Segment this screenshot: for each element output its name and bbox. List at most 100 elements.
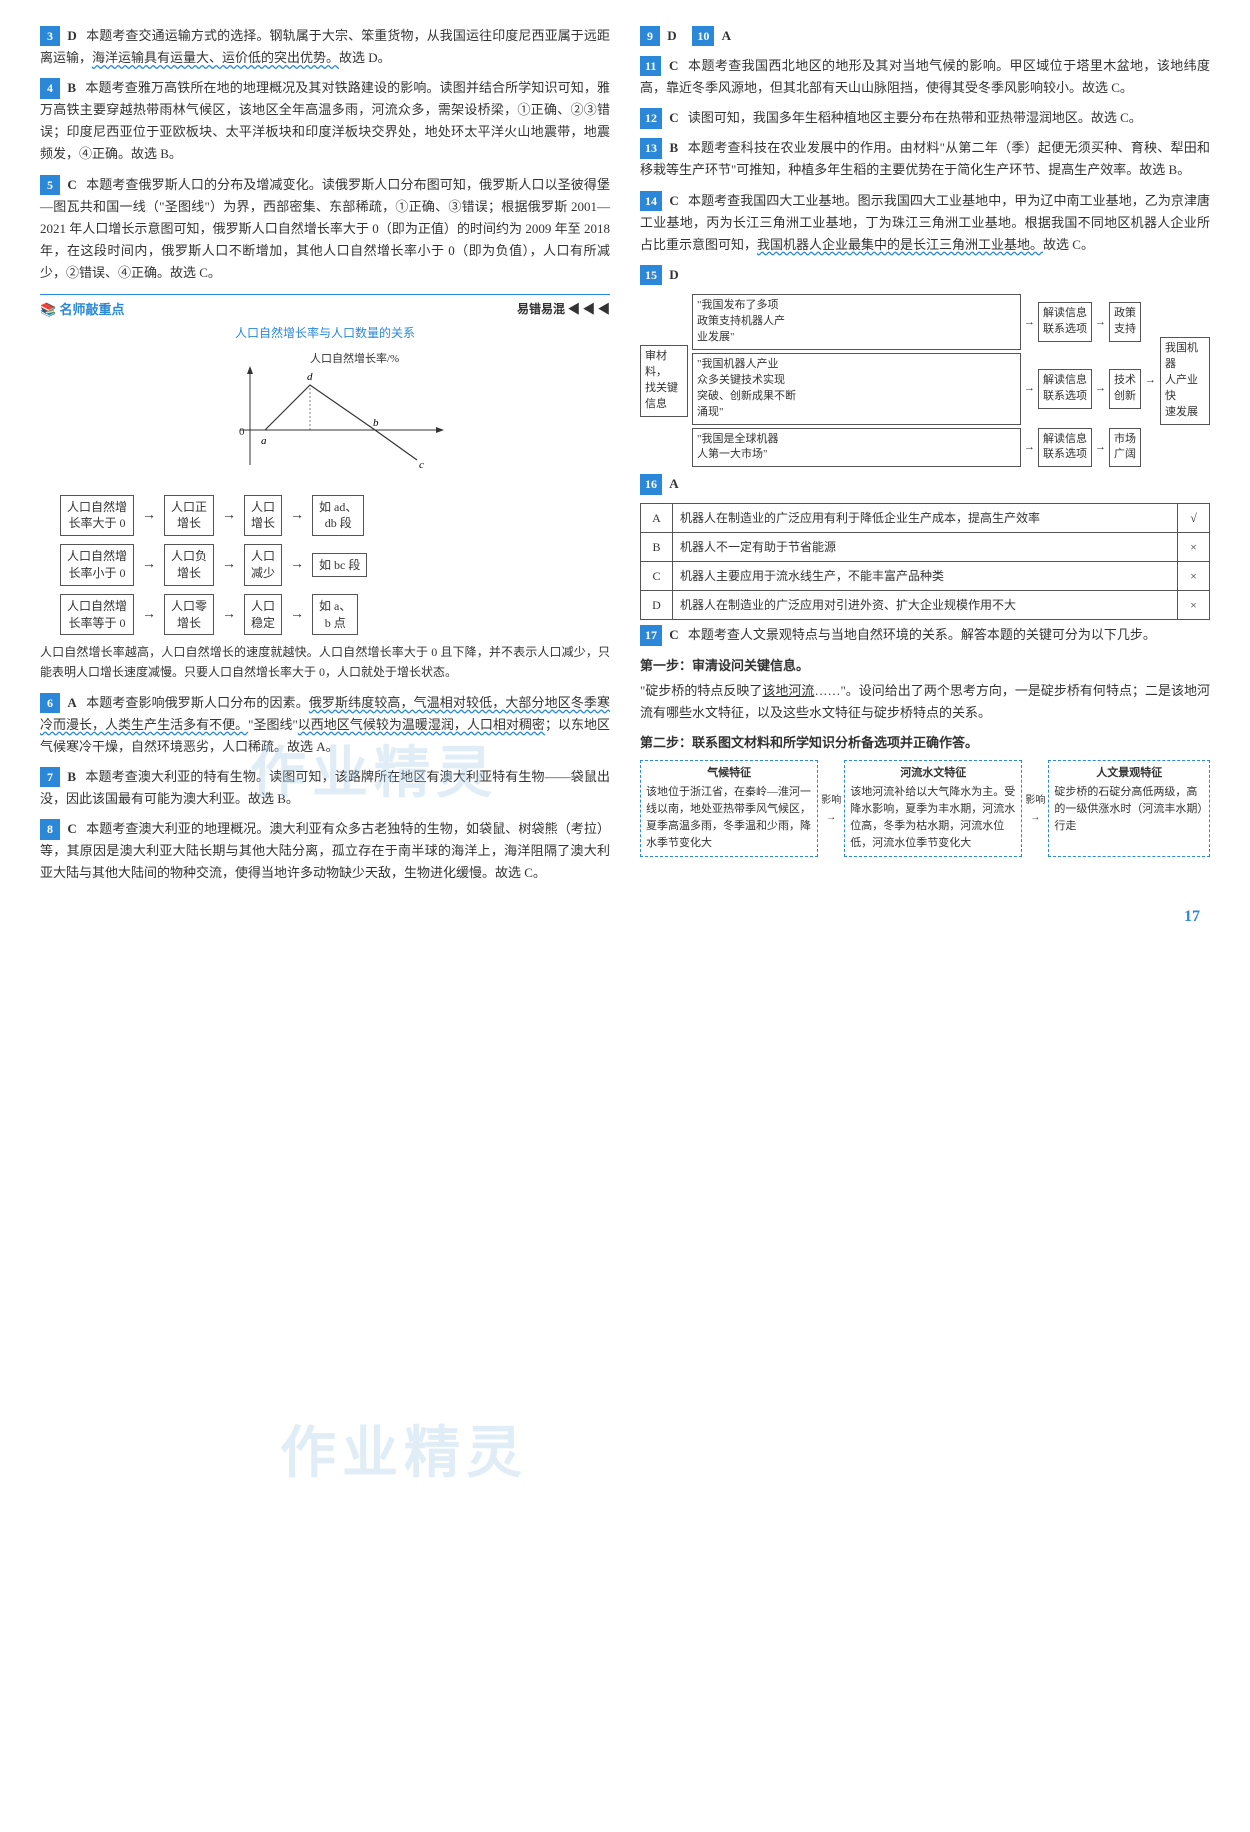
flow-row-2: 人口自然增长率小于 0 → 人口负增长 → 人口减少 → 如 bc 段: [60, 544, 610, 586]
step1-txt-a: "碇步桥的特点反映了: [640, 683, 762, 698]
opt-d: D: [641, 591, 673, 620]
question-4: 4 B 本题考查雅万高铁所在地的地理概况及其对铁路建设的影响。读图并结合所学知识…: [40, 77, 610, 165]
fbox-1-1: 人口自然增长率大于 0: [60, 495, 134, 537]
q-ans-4: B: [67, 80, 76, 95]
q-num-9: 9: [640, 26, 660, 46]
svg-text:d: d: [307, 371, 313, 383]
f17-b3-h: 人文景观特征: [1054, 765, 1204, 782]
q-num-12: 12: [640, 108, 662, 128]
arrow-icon: →: [1145, 371, 1156, 390]
fbox-3-4: 如 a、b 点: [312, 594, 358, 636]
f17-b1-t: 该地位于浙江省，在秦岭—淮河一线以南，地处亚热带季风气候区，夏季高温多雨，冬季温…: [646, 784, 812, 852]
arrow-icon: →: [142, 553, 156, 577]
q-num-6: 6: [40, 693, 60, 713]
d15-q2: "我国机器人产业众多关键技术实现突破、创新成果不断涌现": [692, 353, 1021, 425]
step2-header: 第二步：联系图文材料和所学知识分析备选项并正确作答。: [640, 732, 1210, 754]
fbox-2-2: 人口负增长: [164, 544, 214, 586]
f17-b1: 气候特征 该地位于浙江省，在秦岭—淮河一线以南，地处亚热带季风气候区，夏季高温多…: [640, 760, 818, 857]
question-16: 16 A: [640, 473, 1210, 495]
q-num-3: 3: [40, 26, 60, 46]
q-num-5: 5: [40, 175, 60, 195]
fbox-3-1: 人口自然增长率等于 0: [60, 594, 134, 636]
table-row: A 机器人在制造业的广泛应用有利于降低企业生产成本，提高生产效率 √: [641, 504, 1210, 533]
arrow-icon: →: [1024, 379, 1035, 398]
q-ans-3: D: [67, 28, 76, 43]
q-num-10: 10: [692, 26, 714, 46]
svg-text:0: 0: [239, 426, 245, 438]
arrow-icon: →: [142, 603, 156, 627]
q-txt-6-mid: "圣图线": [248, 717, 298, 732]
opt-c: C: [641, 562, 673, 591]
q-txt-13: 本题考查科技在农业发展中的作用。由材料"从第二年（季）起便无须买种、育秧、犁田和…: [640, 140, 1210, 177]
question-8: 8 C 本题考查澳大利亚的地理概况。澳大利亚有众多古老独特的生物，如袋鼠、树袋熊…: [40, 818, 610, 884]
d15-r2: 技术创新: [1109, 369, 1141, 409]
flow-17: 气候特征 该地位于浙江省，在秦岭—淮河一线以南，地处亚热带季风气候区，夏季高温多…: [640, 760, 1210, 857]
question-5: 5 C 本题考查俄罗斯人口的分布及增减变化。读俄罗斯人口分布图可知，俄罗斯人口以…: [40, 174, 610, 284]
two-column-layout: 3 D 本题考查交通运输方式的选择。钢轨属于大宗、笨重货物，从我国运往印度尼西亚…: [40, 25, 1210, 893]
arrow-icon: →: [222, 553, 236, 577]
q-num-4: 4: [40, 78, 60, 98]
q-txt-12: 读图可知，我国多年生稻种植地区主要分布在热带和亚热带湿润地区。故选 C。: [688, 110, 1142, 125]
arrow-icon: →: [290, 603, 304, 627]
d15-left: 审材料，找关键信息: [640, 345, 688, 417]
question-15: 15 D: [640, 264, 1210, 286]
book-icon: 📚: [40, 302, 56, 317]
f17-b3: 人文景观特征 碇步桥的石碇分高低两级，高的一级供涨水时（河流丰水期）行走: [1048, 760, 1210, 857]
fbox-1-4: 如 ad、db 段: [312, 495, 364, 537]
fbox-2-1: 人口自然增长率小于 0: [60, 544, 134, 586]
q-txt-4: 本题考查雅万高铁所在地的地理概况及其对铁路建设的影响。读图并结合所学知识可知，雅…: [40, 80, 610, 161]
q-ans-8: C: [67, 821, 76, 836]
q-txt-6-wavy2: 以西地区气候较为温暖湿润，人口相对稠密: [298, 717, 545, 732]
question-12: 12 C 读图可知，我国多年生稻种植地区主要分布在热带和亚热带湿润地区。故选 C…: [640, 107, 1210, 129]
fbox-3-3: 人口稳定: [244, 594, 282, 636]
q-num-11: 11: [640, 56, 661, 76]
arrow-icon: →: [1024, 313, 1035, 332]
svg-text:b: b: [373, 417, 379, 429]
q-num-8: 8: [40, 819, 60, 839]
d15-q3: "我国是全球机器人第一大市场": [692, 428, 1021, 468]
page-root: 作业精灵 作业精灵 3 D 本题考查交通运输方式的选择。钢轨属于大宗、笨重货物，…: [40, 25, 1210, 930]
question-3: 3 D 本题考查交通运输方式的选择。钢轨属于大宗、笨重货物，从我国运往印度尼西亚…: [40, 25, 610, 69]
question-17: 17 C 本题考查人文景观特点与当地自然环境的关系。解答本题的关键可分为以下几步…: [640, 624, 1210, 646]
opt-d-mark: ×: [1178, 591, 1210, 620]
d15-r1: 政策支持: [1109, 302, 1141, 342]
q-ans-12: C: [669, 110, 678, 125]
q-num-7: 7: [40, 767, 60, 787]
f17-b2-h: 河流水文特征: [850, 765, 1016, 782]
opt-b: B: [641, 533, 673, 562]
step1-underline: 该地河流: [762, 683, 814, 698]
fbox-1-3: 人口增长: [244, 495, 282, 537]
q-num-15: 15: [640, 265, 662, 285]
q-txt-8: 本题考查澳大利亚的地理概况。澳大利亚有众多古老独特的生物，如袋鼠、树袋熊（考拉）…: [40, 821, 610, 880]
q-txt-14-wavy: 我国机器人企业最集中的是长江三角洲工业基地。: [757, 237, 1043, 252]
d15-m2: 解读信息联系选项: [1038, 369, 1092, 409]
f17-b2: 河流水文特征 该地河流补给以大气降水为主。受降水影响，夏季为丰水期，河流水位高，…: [844, 760, 1022, 857]
q-ans-16: A: [669, 476, 678, 491]
right-column: 9 D 10 A 11 C 本题考查我国西北地区的地形及其对当地气候的影响。甲区…: [640, 25, 1210, 893]
d15-r3: 市场广阔: [1109, 428, 1141, 468]
d15-m3: 解读信息联系选项: [1038, 428, 1092, 468]
growth-rate-chart: 人口自然增长率/% 0 a d b c: [195, 350, 455, 487]
fbox-2-4: 如 bc 段: [312, 553, 367, 578]
step1-header: 第一步：审清设问关键信息。: [640, 655, 1210, 677]
q-ans-14: C: [669, 193, 678, 208]
f17-a2: 影响→: [1024, 760, 1046, 857]
left-column: 3 D 本题考查交通运输方式的选择。钢轨属于大宗、笨重货物，从我国运往印度尼西亚…: [40, 25, 610, 893]
q-txt-6a: 本题考查影响俄罗斯人口分布的因素。: [86, 695, 309, 710]
arrow-icon: →: [290, 504, 304, 528]
q-txt-11: 本题考查我国西北地区的地形及其对当地气候的影响。甲区域位于塔里木盆地，该地纬度高…: [640, 58, 1210, 95]
q-ans-15: D: [669, 267, 678, 282]
q-num-16: 16: [640, 474, 662, 494]
q-txt-17: 本题考查人文景观特点与当地自然环境的关系。解答本题的关键可分为以下几步。: [688, 627, 1156, 642]
q-txt-14-tail: 故选 C。: [1043, 237, 1094, 252]
key-point-section: 📚 名师敲重点 易错易混 ◀ ◀ ◀ 人口自然增长率与人口数量的关系: [40, 294, 610, 343]
question-14: 14 C 本题考查我国四大工业基地。图示我国四大工业基地中，甲为辽中南工业基地，…: [640, 190, 1210, 256]
watermark-2: 作业精灵: [280, 1405, 528, 1500]
opt-c-txt: 机器人主要应用于流水线生产，不能丰富产品种类: [673, 562, 1178, 591]
arrow-icon: →: [290, 553, 304, 577]
q-num-14: 14: [640, 191, 662, 211]
svg-text:a: a: [261, 435, 267, 447]
arrow-icon: →: [1095, 313, 1106, 332]
chart-ylabel: 人口自然增长率/%: [310, 351, 399, 365]
question-9-10: 9 D 10 A: [640, 25, 1210, 47]
